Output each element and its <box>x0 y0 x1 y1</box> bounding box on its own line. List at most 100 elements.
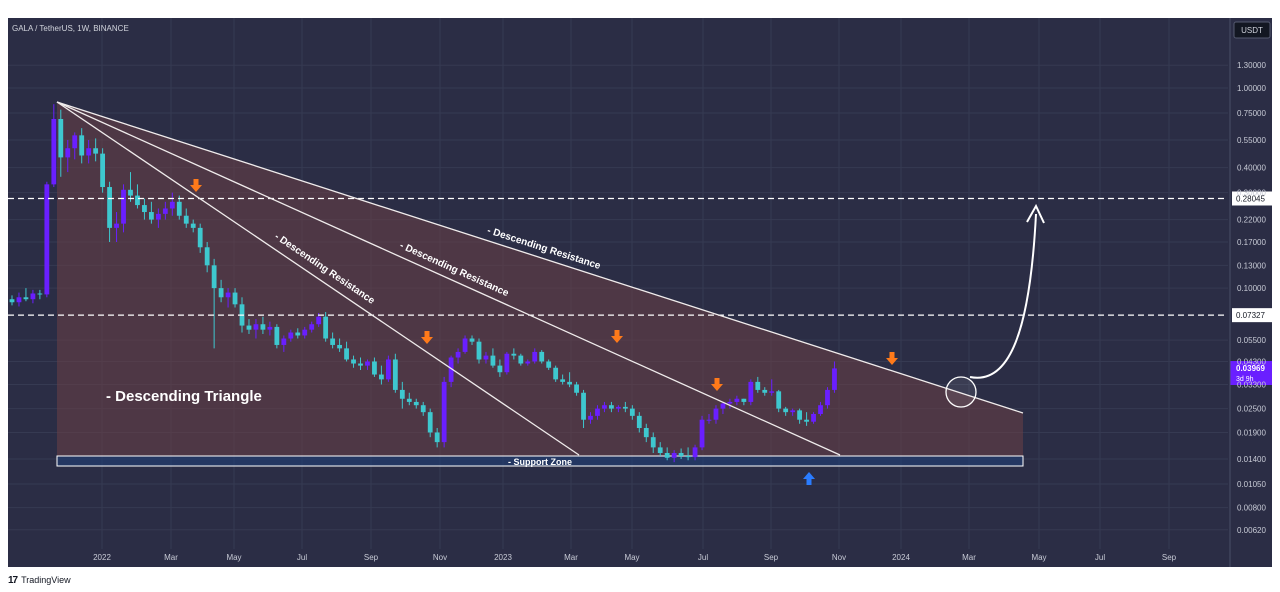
candle-body <box>490 355 496 366</box>
candle-body <box>685 455 691 458</box>
candle <box>476 338 482 364</box>
descending-resistance-line <box>56 101 580 456</box>
candle-body <box>783 408 789 413</box>
candle <box>539 350 545 364</box>
candle <box>727 398 733 409</box>
candle-body <box>504 353 510 373</box>
candle <box>511 348 517 360</box>
currency-box[interactable] <box>1233 21 1271 39</box>
support-zone <box>56 455 1024 467</box>
x-tick-label: Sep <box>1162 553 1177 562</box>
candle-body <box>253 324 259 330</box>
candle-body <box>183 215 189 224</box>
candle-body <box>797 410 803 420</box>
candle <box>818 401 823 416</box>
triangle-fill <box>57 102 1023 456</box>
currency-label: USDT <box>1241 26 1263 35</box>
descending-resistance-line <box>56 101 841 456</box>
candle <box>183 208 189 228</box>
candle-body <box>218 288 224 298</box>
candle-body <box>518 355 524 364</box>
candle <box>58 109 64 177</box>
candle-body <box>72 135 78 149</box>
candle-body <box>678 453 684 456</box>
candle-body <box>574 384 579 393</box>
x-tick-label: Nov <box>433 553 447 562</box>
x-tick-label: May <box>624 553 639 562</box>
x-tick-label: Jul <box>297 553 307 562</box>
candle-body <box>316 316 322 325</box>
candle <box>204 242 210 273</box>
candle-body <box>434 432 440 443</box>
candle <box>567 372 572 388</box>
candle <box>295 328 301 339</box>
candle-body <box>581 392 586 420</box>
candle <box>664 447 670 461</box>
candle-body <box>699 419 705 448</box>
x-tick-label: Sep <box>364 553 379 562</box>
candle-body <box>825 389 830 406</box>
candle-body <box>602 405 607 409</box>
candle <box>560 374 566 385</box>
candle-body <box>706 419 712 421</box>
candle <box>44 181 50 298</box>
y-tick-label: 0.40000 <box>1237 164 1266 173</box>
candle-body <box>162 208 168 214</box>
candle <box>51 104 57 188</box>
descending-resistance-line <box>56 101 1024 414</box>
candle <box>595 405 600 420</box>
candle <box>776 389 782 413</box>
candle-body <box>190 223 196 228</box>
candle <box>351 355 356 368</box>
candle <box>469 335 475 345</box>
x-tick-label: Nov <box>832 553 846 562</box>
y-tick-label: 0.04300 <box>1237 357 1266 366</box>
candle-body <box>818 405 823 414</box>
current-price-label: 0.03969 <box>1236 364 1265 373</box>
candle <box>825 387 830 409</box>
current-price-countdown: 3d 9h <box>1236 376 1254 383</box>
candle <box>358 357 363 370</box>
triangle-annotation: - Descending Triangle <box>106 388 262 405</box>
candle-body <box>539 351 545 362</box>
candle <box>288 329 294 342</box>
candle <box>16 292 22 307</box>
candle <box>23 288 29 302</box>
candle-body <box>629 408 635 416</box>
candle-body <box>51 118 57 185</box>
candle <box>720 402 726 414</box>
candle-body <box>476 341 482 360</box>
x-tick-label: May <box>1031 553 1046 562</box>
candle <box>392 353 398 393</box>
x-tick-label: Jul <box>1095 553 1105 562</box>
candle <box>135 184 140 209</box>
candle-body <box>832 368 837 390</box>
candle-body <box>176 201 182 216</box>
candle <box>602 401 607 413</box>
support-annotation: - Support Zone <box>508 457 572 467</box>
candle <box>72 132 78 160</box>
candle <box>169 192 175 216</box>
candle <box>379 365 384 385</box>
candle <box>281 335 287 352</box>
symbol-title: GALA / TetherUS, 1W, BINANCE <box>12 24 129 33</box>
x-tick-label: Jul <box>698 553 708 562</box>
candle <box>790 408 796 416</box>
candle <box>225 288 231 308</box>
y-tick-label: 0.05500 <box>1237 336 1266 345</box>
candle-body <box>595 408 600 416</box>
candle-body <box>385 359 391 380</box>
candle-body <box>351 359 356 364</box>
y-tick-label: 0.13000 <box>1237 261 1266 270</box>
candle <box>309 321 315 333</box>
candle <box>162 201 168 220</box>
candle <box>532 348 538 364</box>
candle <box>218 279 224 303</box>
orange-down-arrow-icon <box>886 352 898 365</box>
y-tick-label: 1.30000 <box>1237 61 1266 70</box>
candle-body <box>169 201 175 209</box>
candle <box>93 138 99 162</box>
candle-body <box>532 351 538 362</box>
candle <box>176 195 182 220</box>
candle <box>671 450 677 463</box>
